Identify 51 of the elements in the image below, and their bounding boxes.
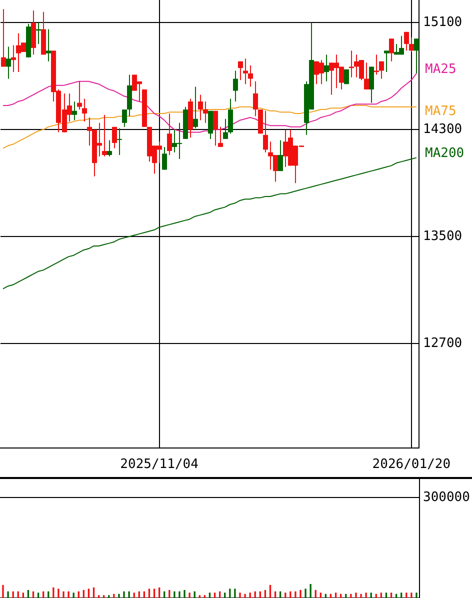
- x-tick-label: 2025/11/04: [120, 457, 199, 472]
- candlestick: [364, 62, 369, 90]
- candlestick: [409, 36, 414, 52]
- candlestick: [389, 38, 394, 62]
- candlestick: [369, 66, 374, 104]
- candlestick: [198, 94, 203, 121]
- candlestick: [203, 100, 208, 124]
- candlestick: [218, 126, 223, 148]
- candlestick: [11, 44, 16, 73]
- candlestick: [374, 54, 379, 76]
- candlestick: [324, 54, 329, 82]
- candlestick: [193, 86, 198, 129]
- candlestick: [122, 109, 127, 128]
- y-tick-label: 14300: [423, 122, 462, 137]
- candlestick: [112, 126, 117, 149]
- candlestick: [384, 50, 389, 73]
- candlestick: [253, 80, 258, 117]
- candlestick: [414, 38, 419, 74]
- y-tick-label: 15100: [423, 14, 462, 30]
- candlestick: [208, 110, 213, 140]
- y-tick-label: 12700: [423, 336, 462, 352]
- candlestick: [102, 114, 107, 157]
- y-tick-label: 13500: [423, 228, 462, 244]
- candlestick: [77, 80, 82, 110]
- candlestick: [107, 140, 112, 157]
- candlestick: [238, 60, 243, 81]
- candlestick: [1, 8, 6, 68]
- candlestick: [404, 31, 409, 52]
- candlestick: [349, 50, 354, 78]
- candlestick: [228, 98, 233, 134]
- candlestick: [213, 110, 218, 146]
- x-tick-label: 2026/01/20: [372, 457, 451, 472]
- text: 300000: [423, 490, 470, 505]
- candlestick: [243, 58, 248, 85]
- candlestick: [233, 70, 238, 102]
- candlestick: [263, 110, 268, 153]
- candlestick: [223, 118, 228, 140]
- candlestick: [6, 46, 11, 80]
- candlestick: [82, 98, 87, 122]
- series-label: MA25: [425, 62, 456, 78]
- candlestick: [248, 64, 253, 88]
- candlestick: [278, 140, 283, 172]
- candlestick: [167, 113, 172, 156]
- candlestick: [46, 28, 51, 62]
- series-label: MA75: [425, 104, 456, 120]
- candlestick: [72, 100, 77, 121]
- candlestick: [36, 22, 41, 44]
- series-label: MA200: [425, 146, 464, 162]
- candlestick: [162, 146, 167, 170]
- candlestick: [379, 60, 384, 80]
- candlestick: [117, 128, 122, 156]
